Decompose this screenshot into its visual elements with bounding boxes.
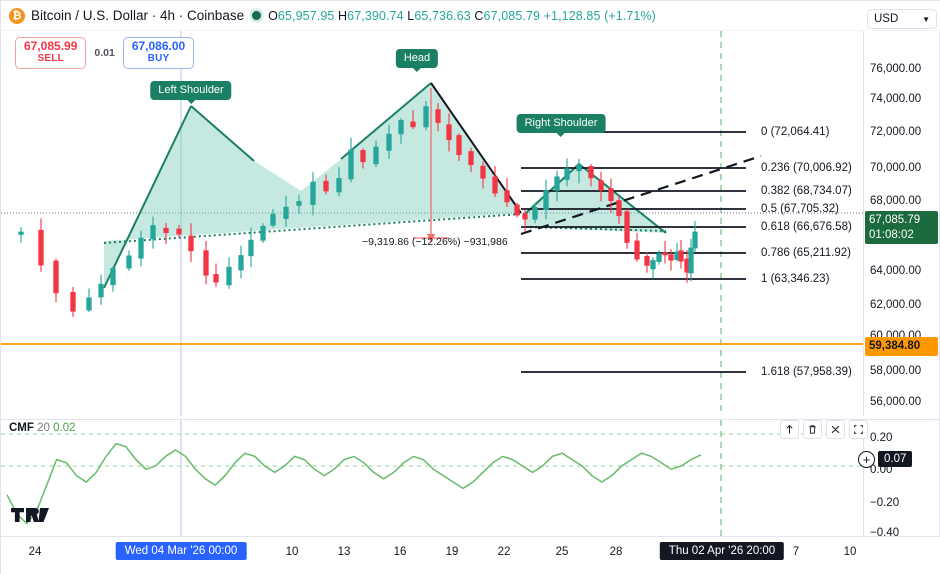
fibonacci-retracement[interactable]: [521, 131, 746, 373]
fib-label-786: 0.786 (65,211.92): [761, 247, 851, 259]
main-chart-pane[interactable]: Left Shoulder Head Right Shoulder −9,319…: [1, 31, 863, 416]
price-tick-0: 76,000.00: [870, 63, 922, 75]
collapse-icon[interactable]: [826, 420, 845, 439]
time-tick-1: 10: [285, 546, 299, 558]
price-tick-3: 70,000.00: [870, 162, 922, 174]
low-value: 65,736.63: [414, 8, 471, 23]
fib-label-236: 0.236 (70,006.92): [761, 162, 852, 174]
sell-button[interactable]: 67,085.99 SELL: [15, 37, 87, 69]
price-tick-4: 68,000.00: [870, 195, 922, 207]
open-value: 65,957.95: [277, 8, 335, 23]
fib-label-1618: 1.618 (57,958.39): [761, 366, 852, 378]
market-status-dot: [252, 11, 262, 20]
cmf-pane[interactable]: [1, 419, 863, 536]
change-value: +1,128.85 (+1.71%): [543, 8, 656, 23]
ohlc-values: O65,957.95 H67,390.74 L65,736.63 C67,085…: [268, 9, 656, 23]
last-price-badge[interactable]: 67,085.79 01:08:02: [865, 211, 938, 245]
cmf-value: 0.02: [53, 422, 76, 434]
time-tick-3: 16: [393, 546, 407, 558]
fib-label-618: 0.618 (66,676.58): [761, 221, 852, 233]
fib-label-500: 0.5 (67,705.32): [761, 203, 840, 215]
high-label: H: [338, 8, 348, 23]
price-tick-9: 58,000.00: [870, 365, 922, 377]
symbol-title[interactable]: Bitcoin / U.S. Dollar · 4h · Coinbase: [31, 8, 245, 23]
time-tick-5: 22: [497, 546, 511, 558]
time-tick-7: 28: [609, 546, 623, 558]
current-time-badge: Thu 02 Apr '26 20:00: [659, 542, 785, 560]
open-label: O: [268, 8, 278, 23]
delete-icon[interactable]: [803, 420, 822, 439]
cmf-period: 20: [37, 422, 50, 434]
measurement-label: −9,319.86 (−12.26%) −931,986: [362, 236, 508, 248]
price-tick-1: 74,000.00: [870, 93, 922, 105]
cmf-axis[interactable]: 0.20 0.00 −0.20 −0.40: [863, 419, 940, 539]
last-price-value: 67,085.79: [869, 214, 921, 226]
chart-header: ₿ Bitcoin / U.S. Dollar · 4h · Coinbase …: [1, 1, 940, 31]
cmf-tick-0: 0.20: [870, 432, 893, 444]
chevron-down-icon: ▼: [922, 14, 930, 24]
price-tick-2: 72,000.00: [870, 126, 922, 138]
buy-price: 67,086.00: [131, 39, 186, 53]
fib-label-0: 0 (72,064.41): [761, 126, 830, 138]
cmf-value-badge[interactable]: 0.07: [878, 451, 913, 467]
high-value: 67,390.74: [347, 8, 404, 23]
bar-countdown: 01:08:02: [869, 228, 914, 241]
projection-trendline: [520, 154, 762, 236]
time-tick-0: 24: [28, 546, 42, 558]
low-label: L: [407, 8, 415, 23]
time-axis[interactable]: 24 10 13 16 19 22 25 28 7 10 Wed 04 Mar …: [1, 536, 940, 574]
cmf-chart-svg: [1, 420, 863, 536]
cmf-name: CMF: [9, 422, 34, 434]
left-shoulder-label[interactable]: Left Shoulder: [150, 81, 232, 104]
close-value: 67,085.79: [483, 8, 541, 23]
move-up-icon[interactable]: [780, 420, 799, 439]
buy-button[interactable]: 67,086.00 BUY: [122, 37, 195, 69]
fib-label-382: 0.382 (68,734.07): [761, 185, 852, 197]
price-tick-6: 64,000.00: [870, 265, 922, 277]
cmf-toolbar: [780, 420, 868, 439]
cmf-line: [6, 442, 702, 525]
time-tick-8: 7: [792, 546, 800, 558]
price-tick-10: 56,000.00: [870, 396, 922, 408]
currency-selector[interactable]: USD ▼: [867, 9, 937, 29]
time-tick-6: 25: [555, 546, 569, 558]
time-tick-9: 10: [843, 546, 857, 558]
crosshair-time-badge: Wed 04 Mar '26 00:00: [115, 542, 247, 560]
cmf-tick-2: −0.20: [870, 497, 900, 509]
price-tick-7: 62,000.00: [870, 299, 922, 311]
buy-label: BUY: [147, 53, 170, 65]
bitcoin-icon: ₿: [9, 7, 25, 24]
close-label: C: [474, 8, 484, 23]
alert-price-badge[interactable]: 59,384.80: [865, 337, 938, 356]
add-icon[interactable]: +: [858, 451, 875, 468]
head-label[interactable]: Head: [395, 49, 439, 72]
currency-value: USD: [874, 13, 899, 25]
trade-buttons: 67,085.99 SELL 0.01 67,086.00 BUY: [15, 37, 195, 69]
cmf-legend[interactable]: CMF 20 0.02: [9, 422, 76, 434]
time-tick-2: 13: [337, 546, 351, 558]
tradingview-logo[interactable]: [11, 508, 49, 527]
price-axis[interactable]: 76,000.00 74,000.00 72,000.00 70,000.00 …: [863, 31, 940, 416]
maximize-icon[interactable]: [849, 420, 868, 439]
candlestick-series: [18, 101, 698, 317]
cmf-tick-1: 0.00: [870, 464, 893, 476]
right-shoulder-label[interactable]: Right Shoulder: [516, 114, 606, 137]
sell-label: SELL: [37, 53, 64, 65]
fib-label-1: 1 (63,346.23): [761, 273, 830, 285]
sell-price: 67,085.99: [24, 39, 78, 53]
time-tick-4: 19: [445, 546, 459, 558]
spread-value: 0.01: [94, 46, 115, 59]
price-chart-svg: [1, 31, 863, 416]
